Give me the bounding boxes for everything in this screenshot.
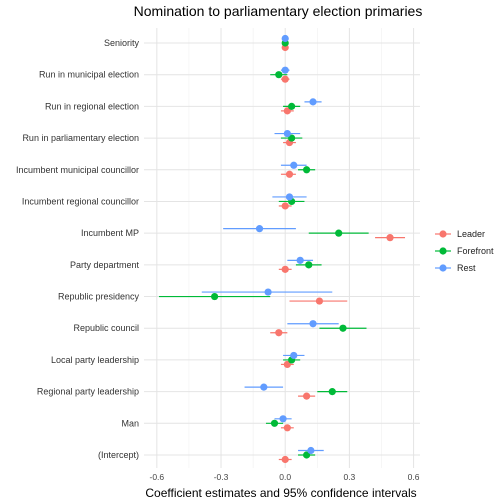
grid (144, 28, 420, 468)
data-point (335, 229, 343, 237)
data-point (303, 392, 311, 400)
data-point (285, 193, 294, 201)
data-point (281, 34, 289, 43)
y-tick-label: Incumbent MP (81, 228, 139, 238)
data-point (279, 415, 287, 423)
data-marks (158, 34, 406, 464)
data-point (339, 324, 347, 332)
series-forefront (158, 39, 369, 459)
y-tick-label: Seniority (104, 38, 140, 48)
x-tick-label: 0.3 (343, 472, 355, 482)
y-tick-label: Party department (70, 260, 140, 270)
data-point (303, 166, 311, 174)
legend-item-forefront: Forefront (435, 246, 494, 256)
data-point (275, 329, 283, 337)
y-tick-label: Local party leadership (51, 355, 139, 365)
x-tick-label: 0.6 (408, 472, 420, 482)
legend-label: Leader (457, 229, 485, 239)
y-tick-label: Regional party leadership (37, 387, 139, 397)
y-tick-label: Republic presidency (58, 292, 140, 302)
y-tick-label: Run in regional election (45, 101, 139, 111)
x-tick-label: -0.3 (214, 472, 229, 482)
data-point (281, 265, 289, 273)
data-point (288, 102, 296, 110)
legend-key-point (439, 230, 447, 238)
data-point (281, 66, 289, 74)
y-tick-label: (Intercept) (98, 450, 139, 460)
y-tick-label: Run in municipal election (39, 70, 139, 80)
x-tick-label: 0.0 (279, 472, 291, 482)
x-tick-label: -0.6 (150, 472, 165, 482)
y-tick-label: Incumbent regional councillor (22, 196, 139, 206)
data-point (296, 256, 304, 264)
data-point (281, 202, 289, 210)
data-point (211, 292, 219, 301)
data-point (283, 360, 291, 369)
y-tick-label: Run in parliamentary election (22, 133, 139, 143)
legend: Leader Forefront Rest (435, 229, 494, 273)
data-point (285, 170, 294, 178)
data-point (290, 161, 298, 169)
data-point (288, 134, 296, 142)
legend-item-rest: Rest (435, 263, 476, 273)
chart-title: Nomination to parliamentary election pri… (134, 3, 423, 19)
data-point (283, 129, 291, 138)
data-point (309, 320, 317, 328)
legend-key-point (439, 247, 447, 255)
legend-label: Rest (457, 263, 476, 273)
data-point (281, 455, 289, 464)
data-point (270, 419, 279, 427)
legend-label: Forefront (457, 246, 494, 256)
data-point (255, 225, 264, 233)
y-tick-label: Man (121, 418, 139, 428)
data-point (260, 383, 268, 391)
legend-key-point (439, 264, 447, 272)
y-tick-label: Incumbent municipal councillor (16, 165, 139, 175)
data-point (290, 351, 298, 360)
data-point (309, 98, 317, 106)
x-tick-labels: -0.6 -0.3 0.0 0.3 0.6 (150, 472, 420, 482)
series-rest (201, 34, 339, 455)
x-axis-label: Coefficient estimates and 95% confidence… (145, 486, 416, 500)
data-point (264, 288, 272, 296)
data-point (303, 451, 311, 459)
data-point (307, 446, 315, 455)
legend-item-leader: Leader (435, 229, 485, 239)
data-point (283, 424, 291, 432)
data-point (275, 71, 283, 79)
data-point (328, 388, 336, 396)
data-point (305, 261, 313, 269)
y-tick-labels: Seniority Run in municipal election Run in… (16, 38, 140, 460)
data-point (281, 75, 289, 83)
y-tick-label: Republic council (73, 323, 139, 333)
data-point (315, 297, 324, 305)
data-point (386, 234, 394, 242)
data-point (283, 107, 291, 115)
